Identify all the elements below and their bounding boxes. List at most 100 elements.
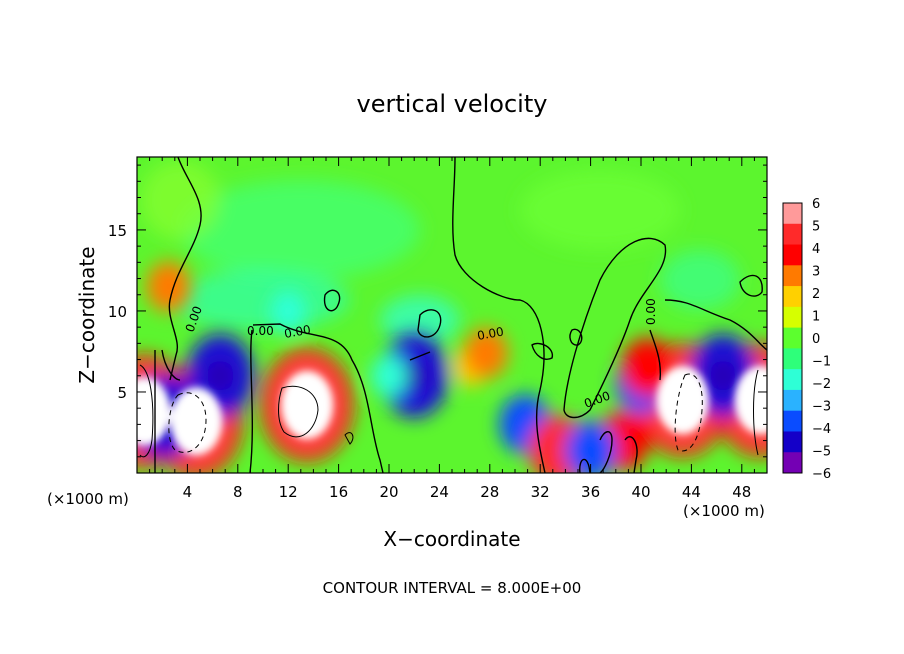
colorbar-tick-label: 2 — [812, 287, 820, 302]
negative-contour — [674, 373, 703, 452]
zero-contour — [161, 349, 181, 381]
y-axis-label: Z−coordinate — [75, 246, 99, 383]
zero-contour — [664, 299, 767, 351]
x-unit-label: (×1000 m) — [683, 502, 765, 520]
x-tick-label: 40 — [631, 483, 650, 501]
zero-contour — [452, 157, 546, 473]
colorbar-swatch — [783, 265, 802, 287]
zero-contour — [249, 329, 254, 473]
y-ticks — [137, 164, 767, 458]
colorbar — [783, 203, 802, 474]
zero-contour — [624, 436, 638, 473]
colorbar-swatch — [783, 223, 802, 246]
heatmap-cell — [146, 261, 191, 312]
zero-contour — [531, 342, 554, 360]
x-tick-label: 20 — [379, 483, 398, 501]
x-axis-label: X−coordinate — [383, 527, 520, 551]
colorbar-swatch — [783, 244, 802, 266]
colorbar-tick-label: −1 — [812, 355, 831, 370]
x-tick-label: 24 — [430, 483, 449, 501]
heatmap-core — [656, 366, 709, 435]
x-tick-label: 44 — [682, 483, 701, 501]
colorbar-swatch — [783, 410, 802, 432]
positive-contour — [753, 369, 759, 456]
heatmap-core — [170, 387, 223, 456]
contour-label: 0.00 — [247, 324, 274, 338]
x-tick-label: 32 — [531, 483, 550, 501]
x-tick-label: 36 — [581, 483, 600, 501]
x-ticks — [149, 157, 755, 473]
colorbar-swatch — [783, 369, 802, 391]
contour-label: 0.00 — [644, 298, 658, 325]
x-tick-label: 28 — [480, 483, 499, 501]
zero-contour — [569, 328, 583, 346]
contour-label: 0.00 — [476, 325, 505, 343]
heatmap-core — [281, 370, 334, 439]
colorbar-swatch — [783, 327, 802, 349]
positive-contour — [139, 364, 154, 458]
strong-contours — [139, 364, 759, 458]
colorbar-tick-label: 3 — [812, 265, 820, 280]
x-tick-labels: 4 8 12 16 20 24 28 32 36 40 44 48 — [183, 483, 752, 501]
contour-interval-footer: CONTOUR INTERVAL = 8.000E+00 — [323, 579, 582, 597]
colorbar-swatch — [783, 389, 802, 412]
colorbar-tick-label: 4 — [812, 242, 820, 257]
positive-contour — [278, 385, 319, 438]
heatmap-core — [734, 366, 767, 435]
colorbar-swatch — [783, 348, 802, 370]
y-tick-label: 5 — [117, 384, 127, 402]
colorbar-tick-label: 1 — [812, 310, 820, 325]
zero-contour — [649, 329, 662, 381]
zero-contour — [252, 323, 384, 473]
chart-title: vertical velocity — [357, 90, 548, 118]
zero-contour — [579, 458, 591, 473]
colorbar-tick-label: −2 — [812, 377, 831, 392]
colorbar-swatch — [783, 306, 802, 329]
heatmap-cell — [708, 359, 737, 392]
colorbar-tick-label: −6 — [812, 467, 831, 482]
zero-contour — [409, 351, 431, 361]
heatmap-cell — [270, 290, 307, 332]
colorbar-swatch — [783, 431, 802, 453]
colorbar-tick-labels: 6 5 4 3 2 1 0 −1 −2 −3 −4 −5 −6 — [812, 197, 831, 482]
contour-lines — [154, 157, 767, 473]
y-tick-label: 10 — [108, 303, 127, 321]
contour-label: 0.00 — [283, 323, 312, 341]
heatmap-cell — [206, 359, 235, 392]
zero-contour — [599, 431, 613, 473]
x-tick-label: 16 — [329, 483, 348, 501]
negative-contour — [168, 392, 207, 453]
colorbar-tick-label: −5 — [812, 445, 831, 460]
positive-contour — [344, 432, 354, 445]
colorbar-tick-label: 0 — [812, 332, 820, 347]
heatmap-core — [137, 377, 171, 446]
x-tick-label: 4 — [183, 483, 193, 501]
x-tick-label: 8 — [233, 483, 243, 501]
zero-contour — [563, 237, 667, 419]
colorbar-frame — [782, 202, 803, 474]
x-tick-label: 12 — [279, 483, 298, 501]
colorbar-swatch — [783, 286, 802, 308]
colorbar-tick-label: −3 — [812, 400, 831, 415]
white-cores — [137, 366, 767, 456]
background-texture — [140, 160, 740, 345]
plot-area — [137, 157, 767, 473]
zero-contour — [168, 157, 202, 381]
colorbar-swatch — [783, 452, 802, 474]
heatmap-cell — [400, 359, 429, 392]
y-tick-labels: 5 10 15 — [108, 222, 127, 402]
heatmap-cell — [371, 355, 407, 397]
dashed-contours — [168, 373, 703, 453]
x-tick-label: 48 — [732, 483, 751, 501]
zero-contour — [323, 289, 341, 312]
colorbar-tick-label: −4 — [812, 422, 831, 437]
zero-contour — [417, 309, 442, 338]
colorbar-tick-label: 5 — [812, 220, 820, 235]
y-tick-label: 15 — [108, 222, 127, 240]
colorbar-tick-label: 6 — [812, 197, 820, 212]
y-unit-label: (×1000 m) — [47, 490, 129, 508]
heatmap-cell — [464, 327, 509, 379]
colorbar-swatch — [783, 203, 802, 225]
zero-contour — [739, 274, 763, 297]
